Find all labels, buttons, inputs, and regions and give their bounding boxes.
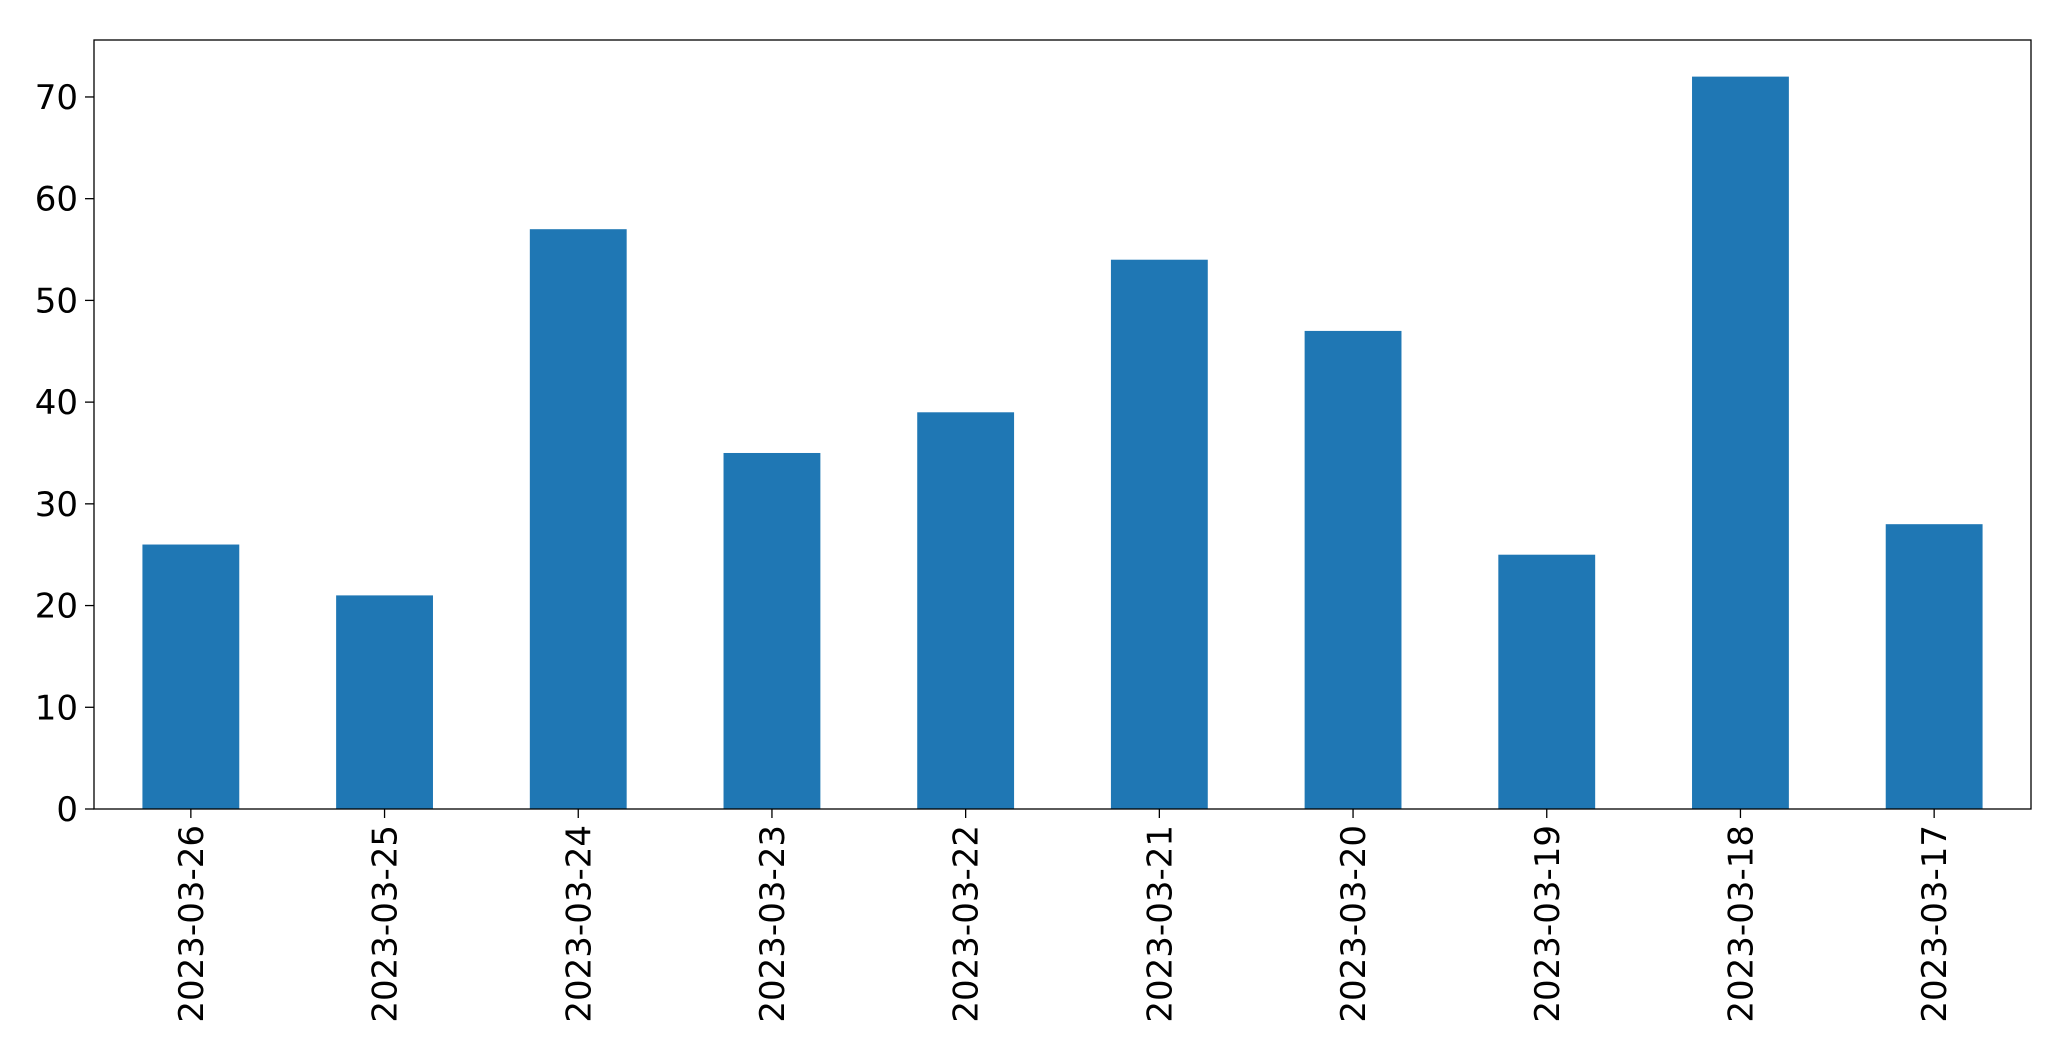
plot-frame [93,39,2032,810]
y-tick-label: 60 [35,180,78,220]
x-tick-label: 2023-03-20 [1334,825,1374,1023]
bar [1304,330,1402,809]
x-tick-label: 2023-03-25 [366,825,406,1023]
x-tick-label: 2023-03-23 [753,825,793,1023]
bar [723,452,821,809]
bar [917,412,1015,809]
x-tick-label: 2023-03-18 [1721,825,1761,1023]
y-tick-label: 20 [35,587,78,627]
bar [1498,554,1596,809]
x-tick-label: 2023-03-24 [559,825,599,1023]
y-tick-label: 10 [35,688,78,728]
bar [1885,524,1983,809]
x-tick-label: 2023-03-19 [1528,825,1568,1023]
y-tick-label: 40 [35,383,78,423]
y-tick-label: 30 [35,485,78,525]
x-tick-label: 2023-03-22 [947,825,987,1023]
bar [1692,76,1789,810]
y-tick-label: 50 [35,281,78,321]
bar [142,544,240,809]
x-tick-label: 2023-03-17 [1915,825,1955,1023]
y-tick-label: 0 [56,790,78,830]
bar [1110,259,1208,809]
bar [529,229,627,809]
bar [336,595,433,809]
y-tick-label: 70 [35,78,78,118]
x-tick-label: 2023-03-26 [172,825,212,1023]
x-tick-label: 2023-03-21 [1140,825,1180,1023]
